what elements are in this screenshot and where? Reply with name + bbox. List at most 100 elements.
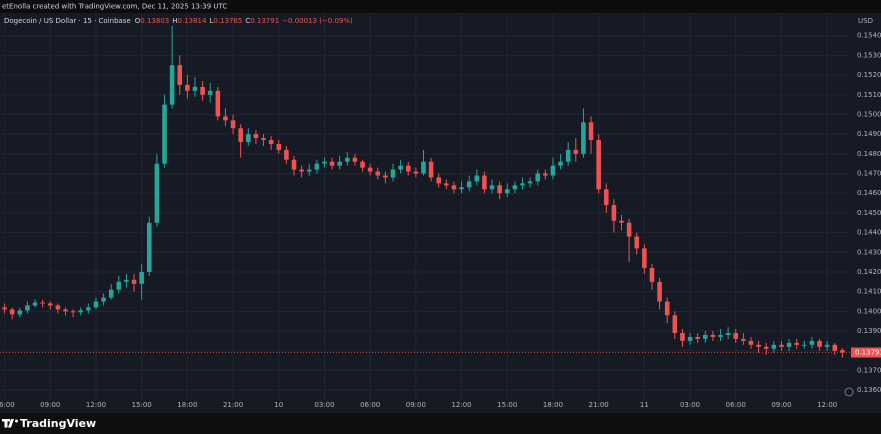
- candle-body: [634, 236, 640, 249]
- candle-body: [55, 305, 61, 310]
- candle-body: [573, 149, 579, 154]
- candle-body: [703, 334, 708, 339]
- candle-body: [748, 340, 754, 345]
- candle-body: [466, 181, 472, 188]
- legend-label: L: [209, 17, 213, 25]
- candle-body: [459, 187, 464, 190]
- legend: Dogecoin / US Dollar · 15 · Coinbase O0.1…: [4, 17, 353, 25]
- x-tick-label: 03:00: [680, 401, 700, 409]
- candle-body: [261, 138, 266, 141]
- candle-body: [47, 303, 53, 306]
- candle-body: [329, 161, 335, 166]
- x-tick-label: 12:00: [817, 401, 837, 409]
- candle-body: [177, 65, 183, 85]
- candle-body: [543, 173, 548, 176]
- candle-body: [794, 342, 799, 345]
- settings-icon[interactable]: [844, 387, 854, 397]
- candle-body: [687, 336, 693, 341]
- candle-body: [345, 157, 350, 162]
- candle-body: [710, 334, 716, 337]
- last-price-box: [851, 347, 881, 358]
- candle-body: [367, 167, 373, 172]
- y-tick-label: 0.15400: [857, 32, 881, 40]
- brand: TradingView: [20, 417, 96, 430]
- candle-body: [375, 171, 381, 176]
- candle-body: [192, 86, 198, 91]
- brand-logo: [2, 419, 18, 428]
- candle-body: [238, 128, 243, 143]
- x-tick-label: 09:00: [40, 401, 60, 409]
- candle-body: [565, 149, 571, 162]
- candle-body: [779, 344, 784, 347]
- candle-body: [733, 333, 739, 339]
- candle-body: [588, 122, 594, 141]
- x-tick-label: 15:00: [497, 401, 517, 409]
- candle-body: [9, 309, 15, 315]
- legend-value: 0.13814: [178, 17, 207, 25]
- legend-label: H: [172, 17, 177, 25]
- candle-body: [299, 169, 304, 172]
- candle-body: [725, 333, 731, 335]
- candle-body: [291, 159, 297, 170]
- x-tick-label: 06:00: [726, 401, 746, 409]
- x-tick-label: 12:00: [86, 401, 106, 409]
- candle-body: [603, 189, 609, 206]
- candle-body: [817, 340, 822, 347]
- x-tick-label: 03:00: [314, 401, 334, 409]
- candle-body: [840, 350, 845, 353]
- candle-body: [581, 122, 586, 154]
- candle-body: [756, 344, 761, 347]
- candle-body: [680, 333, 685, 341]
- candle-body: [809, 340, 815, 345]
- candle-body: [451, 185, 457, 190]
- candle-body: [611, 205, 617, 221]
- candle-body: [162, 104, 167, 164]
- candle-body: [482, 175, 487, 190]
- candle-body: [436, 177, 441, 184]
- x-tick-label: 21:00: [589, 401, 609, 409]
- candle-body: [626, 222, 632, 237]
- candle-body: [649, 268, 655, 282]
- x-tick-label: 12:00: [451, 401, 471, 409]
- candle-body: [207, 90, 213, 95]
- candle-body: [832, 344, 838, 351]
- candle-body: [619, 220, 624, 223]
- chart-title: etEnolla created with TradingView.com, D…: [2, 3, 227, 11]
- candle-body: [306, 169, 312, 172]
- x-tick-label: 06:00: [0, 401, 15, 409]
- candle-body: [657, 281, 662, 302]
- candle-body: [771, 344, 777, 349]
- candle-body: [497, 185, 502, 194]
- candle-body: [352, 157, 358, 162]
- candle-body: [489, 185, 495, 190]
- candle-body: [763, 346, 769, 349]
- candle-body: [786, 342, 792, 347]
- candle-body: [101, 297, 106, 302]
- candle-body: [413, 171, 419, 174]
- candle-body: [25, 305, 30, 311]
- candle-body: [108, 289, 114, 298]
- candle-body: [337, 161, 342, 166]
- candle-body: [535, 173, 541, 182]
- x-tick-label: 06:00: [360, 401, 380, 409]
- legend-label: C: [245, 17, 250, 25]
- candle-body: [550, 165, 556, 176]
- candle-body: [70, 311, 76, 313]
- candle-body: [421, 161, 426, 174]
- candle-body: [596, 140, 601, 190]
- bottom-bar: [0, 413, 881, 434]
- legend-value: 0.13791: [250, 17, 279, 25]
- candle-body: [124, 279, 129, 282]
- top-bar: [0, 0, 881, 13]
- legend-value: 0.13803: [140, 17, 169, 25]
